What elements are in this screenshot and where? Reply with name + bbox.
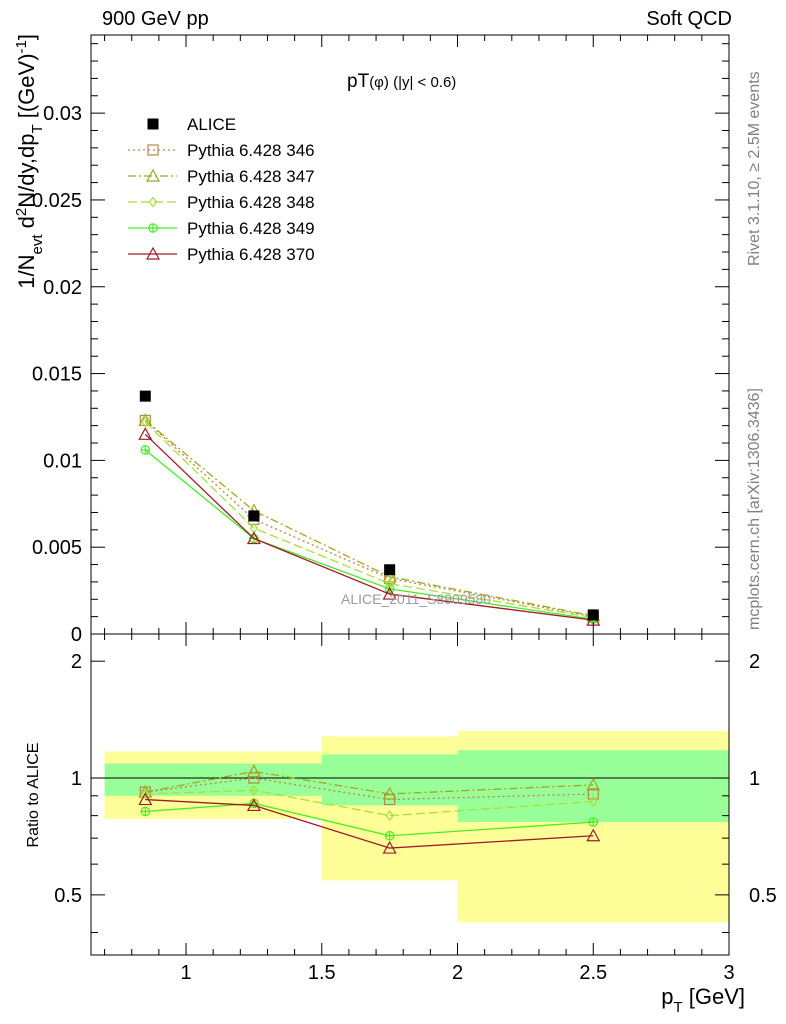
legend-entry-1: Pythia 6.428 346 [128, 141, 315, 160]
ratio-series-line-4 [145, 798, 594, 849]
main-series-1-point-2 [382, 569, 397, 583]
ratio-uncertainty-bands [91, 731, 729, 923]
chart-title: pT(φ) (|y| < 0.6) [347, 71, 456, 92]
ratio-series-2-point-1 [249, 784, 259, 796]
legend-label: Pythia 6.428 370 [187, 245, 315, 264]
ratio-series-0-point-1 [248, 772, 260, 784]
main-series-line-2 [144, 421, 594, 619]
alice-data-point-0 [139, 390, 151, 402]
legend-entry-0: ALICE [147, 115, 236, 134]
main-series-1-point-0 [138, 413, 153, 427]
ratio-ytick-label: 0.5 [54, 885, 82, 907]
legend-marker [145, 246, 161, 260]
legend-entry-2: Pythia 6.428 347 [128, 167, 315, 186]
stat-uncertainty-band-1 [321, 754, 458, 806]
ratio-series-line-3 [145, 802, 594, 837]
xtick-label: 2.5 [579, 962, 607, 984]
rivet-version-label: Rivet 3.1.10, ≥ 2.5M events [746, 71, 763, 266]
legend-label: ALICE [187, 115, 236, 134]
ratio-series-4-point-3 [586, 828, 601, 842]
axes [90, 34, 730, 956]
ratio-ytick-label-right: 1 [749, 768, 760, 790]
xtick-label: 3 [723, 962, 734, 984]
ratio-series-2-point-2 [385, 810, 394, 822]
ratio-series-3-point-0 [140, 806, 151, 817]
legend-marker [148, 196, 158, 208]
main-series-4-point-2 [382, 586, 397, 600]
main-series-3-point-0 [140, 445, 151, 455]
ratio-axis-label: Ratio to ALICE [25, 743, 42, 848]
main-series-line-0 [144, 419, 594, 618]
y-axis-label: 1/Nevt d2N/dy,dpT [(GeV)-1] [13, 34, 46, 289]
legend-marker [145, 168, 161, 182]
xtick-label: 1 [180, 962, 191, 984]
legend-entry-5: Pythia 6.428 370 [128, 245, 315, 264]
legend: ALICE Pythia 6.428 346 Pythia 6.428 347 Pyt… [128, 115, 315, 264]
legend-label: Pythia 6.428 348 [187, 193, 315, 212]
ratio-series-2-point-0 [141, 788, 150, 800]
main-series-line-4 [144, 433, 594, 621]
main-ytick-label: 0.02 [43, 277, 82, 299]
ratio-ytick-label-right: 0.5 [749, 885, 777, 907]
main-ytick-label: 0.025 [32, 190, 82, 212]
legend-marker [147, 118, 159, 130]
mcplots-label: mcplots.cern.ch [arXiv:1306.3436] [746, 388, 763, 630]
ratio-series-line-1 [145, 770, 594, 795]
legend-marker [148, 223, 158, 233]
main-series-4-point-0 [138, 427, 153, 440]
alice-data-point-3 [587, 609, 599, 621]
main-ytick-label: 0 [71, 624, 82, 646]
x-axis-label: pT [GeV] [661, 984, 745, 1016]
legend-marker [147, 144, 159, 156]
ratio-series-1-point-3 [586, 777, 601, 791]
main-series-4-point-1 [246, 531, 261, 545]
main-series-line-3 [144, 449, 594, 620]
legend-label: Pythia 6.428 346 [187, 141, 315, 160]
xtick-label: 2 [452, 962, 463, 984]
alice-data-point-2 [384, 564, 396, 576]
ratio-series-4-point-0 [138, 792, 153, 806]
legend-label: Pythia 6.428 347 [187, 167, 315, 186]
stat-uncertainty-band-2 [457, 750, 729, 823]
ratio-series-2-point-3 [588, 796, 598, 807]
main-ytick-label: 0.015 [32, 364, 82, 386]
legend-entry-3: Pythia 6.428 348 [128, 193, 315, 212]
header-left-label: 900 GeV pp [102, 8, 209, 30]
header-right-label: Soft QCD [646, 8, 732, 30]
alice-data-point-1 [248, 510, 260, 522]
xtick-label: 1.5 [308, 962, 336, 984]
main-panel-curves [138, 390, 601, 626]
ratio-series-1-point-2 [382, 786, 397, 800]
main-ytick-label: 0.01 [43, 450, 82, 472]
ratio-series-1-point-1 [246, 764, 261, 778]
ratio-panel-curves [138, 764, 601, 854]
legend-label: Pythia 6.428 349 [187, 219, 315, 238]
ratio-series-4-point-1 [246, 798, 261, 812]
ratio-ytick-label: 2 [71, 651, 82, 673]
ratio-ytick-label-right: 2 [749, 651, 760, 673]
main-ytick-label: 0.005 [32, 537, 82, 559]
ratio-series-line-2 [145, 789, 594, 817]
ratio-series-3-point-2 [384, 830, 395, 841]
ratio-series-0-point-3 [587, 788, 599, 800]
main-series-2-point-0 [141, 416, 150, 428]
analysis-watermark: ALICE_2011_S8909580 [341, 591, 491, 607]
legend-entry-4: Pythia 6.428 349 [128, 219, 315, 238]
main-ytick-label: 0.03 [43, 103, 82, 125]
ratio-panel-frame [90, 633, 730, 956]
chart-texts: ALICE_2011_S8909580 0 0.005 0.01 0.015 0.02 0.… [13, 34, 777, 1016]
ratio-series-4-point-2 [382, 840, 397, 854]
ratio-series-3-point-3 [588, 817, 599, 827]
ratio-ytick-label: 1 [71, 768, 82, 790]
ratio-series-0-point-2 [384, 793, 396, 806]
main-series-line-1 [144, 419, 594, 617]
ratio-series-1-point-0 [138, 784, 153, 798]
